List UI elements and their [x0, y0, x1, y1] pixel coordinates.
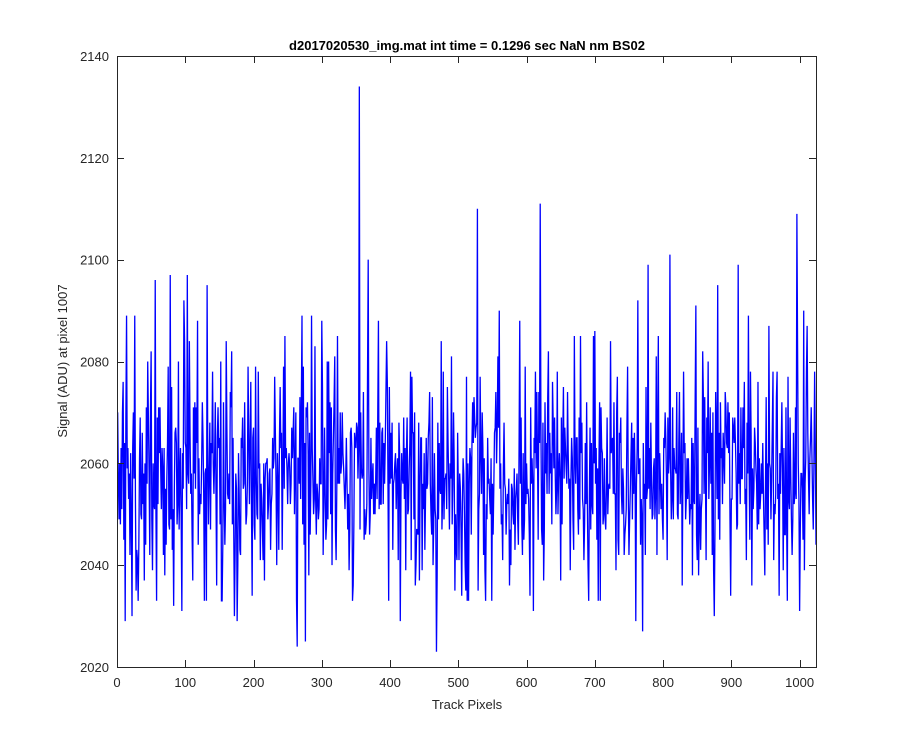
- series-line-0: [117, 86, 817, 652]
- x-tick-label: 600: [516, 675, 538, 690]
- y-tick-label: 2060: [80, 456, 109, 471]
- x-tick-label: 700: [584, 675, 606, 690]
- chart-title: d2017020530_img.mat int time = 0.1296 se…: [289, 38, 645, 53]
- x-tick-label: 900: [721, 675, 743, 690]
- x-tick-label: 300: [311, 675, 333, 690]
- y-axis-ticks: 2020 2040 2060 2080 2100 2120 2140: [80, 49, 816, 675]
- x-tick-label: 500: [447, 675, 469, 690]
- x-axis-ticks: 0 100 200 300 400 500 600 700 800 900 1000: [113, 56, 814, 690]
- y-tick-label: 2120: [80, 151, 109, 166]
- y-tick-label: 2080: [80, 355, 109, 370]
- y-axis-label: Signal (ADU) at pixel 1007: [55, 284, 70, 437]
- y-tick-label: 2020: [80, 660, 109, 675]
- y-tick-label: 2140: [80, 49, 109, 64]
- x-tick-label: 0: [113, 675, 120, 690]
- x-tick-label: 1000: [785, 675, 814, 690]
- x-tick-label: 400: [379, 675, 401, 690]
- x-axis-label: Track Pixels: [432, 697, 503, 712]
- y-tick-label: 2100: [80, 253, 109, 268]
- x-tick-label: 200: [243, 675, 265, 690]
- series-layer: [117, 86, 817, 652]
- x-tick-label: 800: [652, 675, 674, 690]
- y-tick-label: 2040: [80, 558, 109, 573]
- x-tick-label: 100: [174, 675, 196, 690]
